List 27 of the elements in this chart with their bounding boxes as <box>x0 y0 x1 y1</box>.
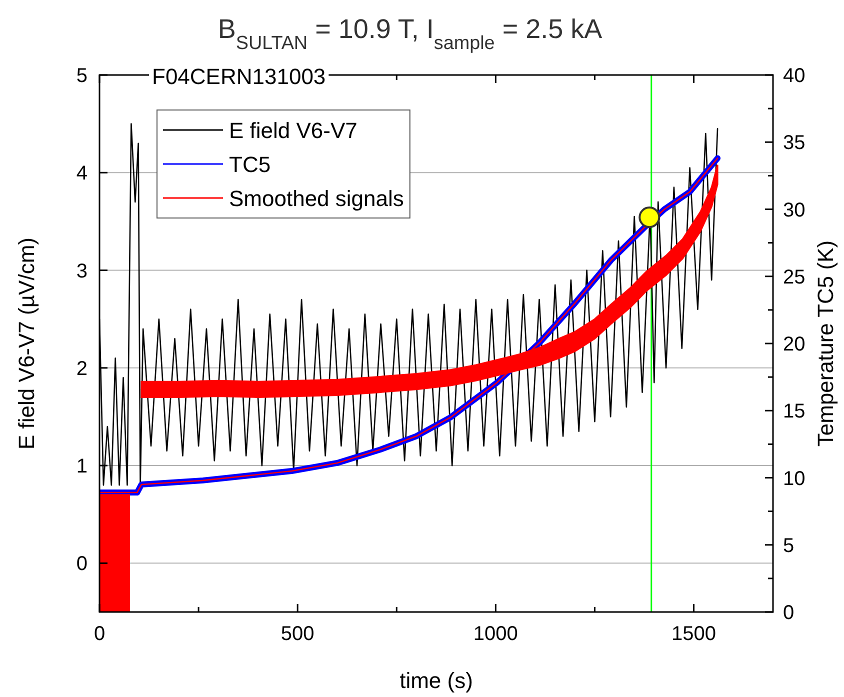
y2-tick-label: 20 <box>783 334 806 356</box>
x-tick-label: 500 <box>280 623 314 645</box>
legend-label: E field V6-V7 <box>229 118 358 143</box>
y-tick-label: 3 <box>76 260 88 282</box>
y2-tick-label: 25 <box>783 266 806 288</box>
y-tick-label: 1 <box>76 456 88 478</box>
y2-tick-label: 35 <box>783 132 806 154</box>
y2-axis-title: Temperature TC5 (K) <box>813 240 838 447</box>
x-tick-label: 1500 <box>672 623 716 645</box>
y-axis-title: E field V6-V7 (µV/cm) <box>14 238 39 450</box>
y2-tick-label: 30 <box>783 199 806 222</box>
y-tick-label: 0 <box>76 553 88 576</box>
x-axis-title: time (s) <box>400 668 473 693</box>
y2-tick-label: 15 <box>783 400 806 423</box>
legend-label: Smoothed signals <box>229 186 404 211</box>
x-tick-label: 0 <box>94 623 106 645</box>
y2-tick-label: 0 <box>783 602 794 624</box>
y2-tick-label: 10 <box>783 468 806 490</box>
x-tick-label: 1000 <box>473 623 518 645</box>
legend-label: TC5 <box>229 152 271 177</box>
y-tick-label: 5 <box>76 65 88 87</box>
y2-tick-label: 40 <box>783 65 806 87</box>
y-tick-label: 4 <box>76 162 88 185</box>
y-tick-label: 2 <box>76 358 88 380</box>
y2-tick-label: 5 <box>783 534 794 557</box>
chart-title: B$_{SULTAN}$ = 10.9 T, I$_{sample}$ = 2.5 kA <box>218 14 602 54</box>
annotation: F04CERN131003 <box>152 64 326 89</box>
